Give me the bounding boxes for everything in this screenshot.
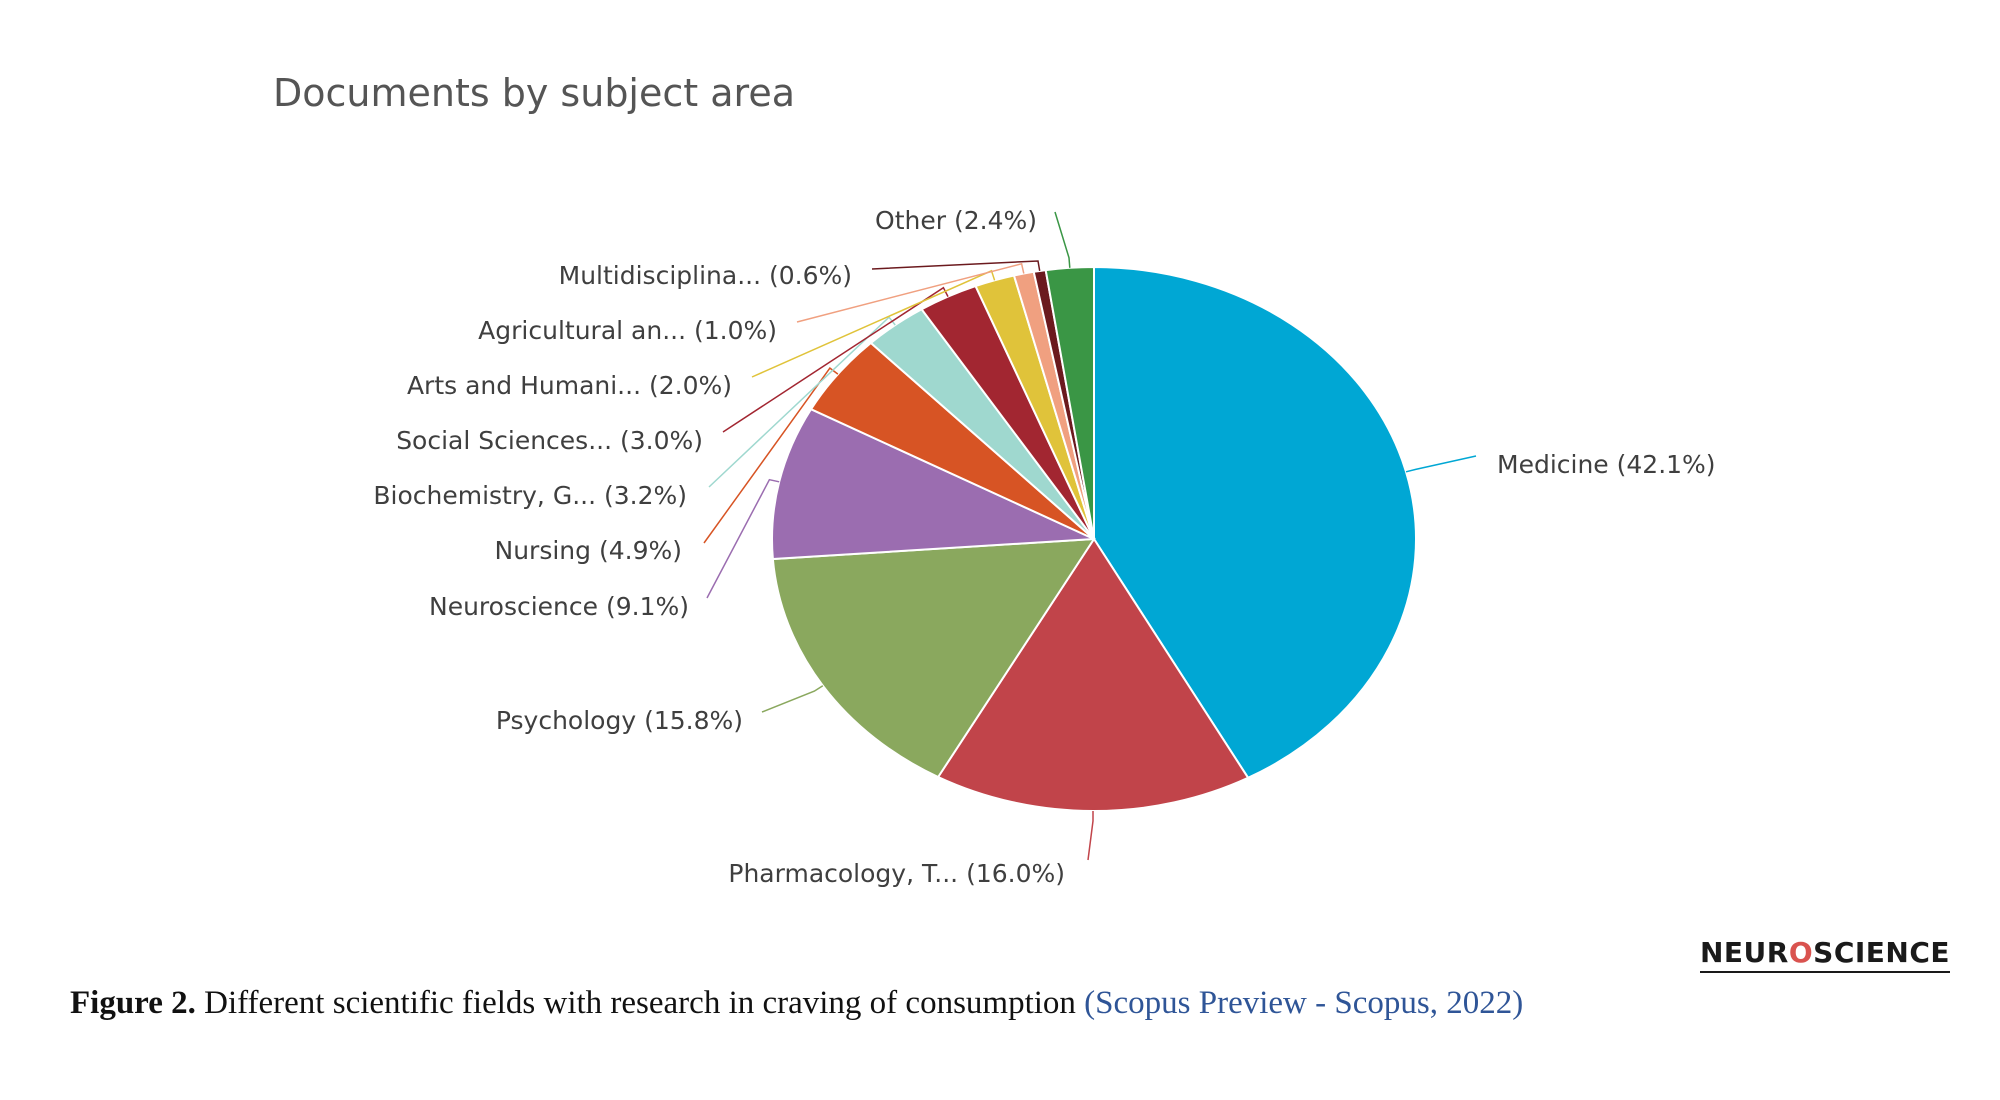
pie-slice-pharmacology-t [936, 537, 1250, 812]
slice-label-nursing: Nursing (4.9%) [495, 536, 682, 565]
logo-text-part-2: SCIENCE [1813, 936, 1951, 969]
leader-line-medicine [1405, 455, 1477, 473]
leader-line-pharmacology-t [1087, 811, 1094, 861]
slice-label-biochemistry-g: Biochemistry, G... (3.2%) [373, 481, 687, 510]
pie-slice-neuroscience [771, 407, 1095, 561]
pie-slice-psychology [771, 537, 1096, 779]
leader-line-other [1054, 211, 1071, 268]
slice-label-agricultural-an: Agricultural an... (1.0%) [478, 316, 777, 345]
pie-slice-medicine [1093, 265, 1417, 780]
leader-line-arts-and-humani [751, 269, 996, 378]
leader-line-multidisciplina [871, 260, 1041, 272]
figure-label: Figure 2. [70, 985, 196, 1021]
slice-label-neuroscience: Neuroscience (9.1%) [429, 592, 689, 621]
leader-line-neuroscience [706, 478, 780, 599]
logo-brain-icon: O [1788, 936, 1814, 969]
neuroscience-logo: NEUROSCIENCE [1700, 936, 1951, 973]
leader-line-agricultural-an [796, 262, 1025, 323]
slice-label-arts-and-humani: Arts and Humani... (2.0%) [407, 371, 732, 400]
figure-caption-text: Different scientific fields with researc… [204, 985, 1076, 1021]
leader-line-social-sciences [722, 286, 949, 433]
leader-line-nursing [703, 367, 839, 544]
slice-label-pharmacology-t: Pharmacology, T... (16.0%) [728, 859, 1065, 888]
figure-citation: (Scopus Preview - Scopus, 2022) [1084, 985, 1524, 1021]
slice-label-social-sciences: Social Sciences... (3.0%) [396, 426, 703, 455]
leader-lines [703, 211, 1477, 861]
figure-caption: Figure 2. Different scientific fields wi… [70, 985, 1523, 1022]
leader-line-psychology [761, 685, 824, 713]
leader-line-biochemistry-g [708, 316, 896, 488]
slice-label-other: Other (2.4%) [875, 206, 1037, 235]
chart-title: Documents by subject area [273, 71, 795, 115]
slice-label-medicine: Medicine (42.1%) [1497, 450, 1716, 479]
logo-text-part-1: NEUR [1700, 936, 1789, 969]
slice-label-multidisciplina: Multidisciplina... (0.6%) [559, 261, 852, 290]
slice-label-psychology: Psychology (15.8%) [496, 706, 743, 735]
slice-labels: Medicine (42.1%) Pharmacology, T... (16.0… [373, 206, 1715, 888]
pie-slices [771, 265, 1417, 812]
